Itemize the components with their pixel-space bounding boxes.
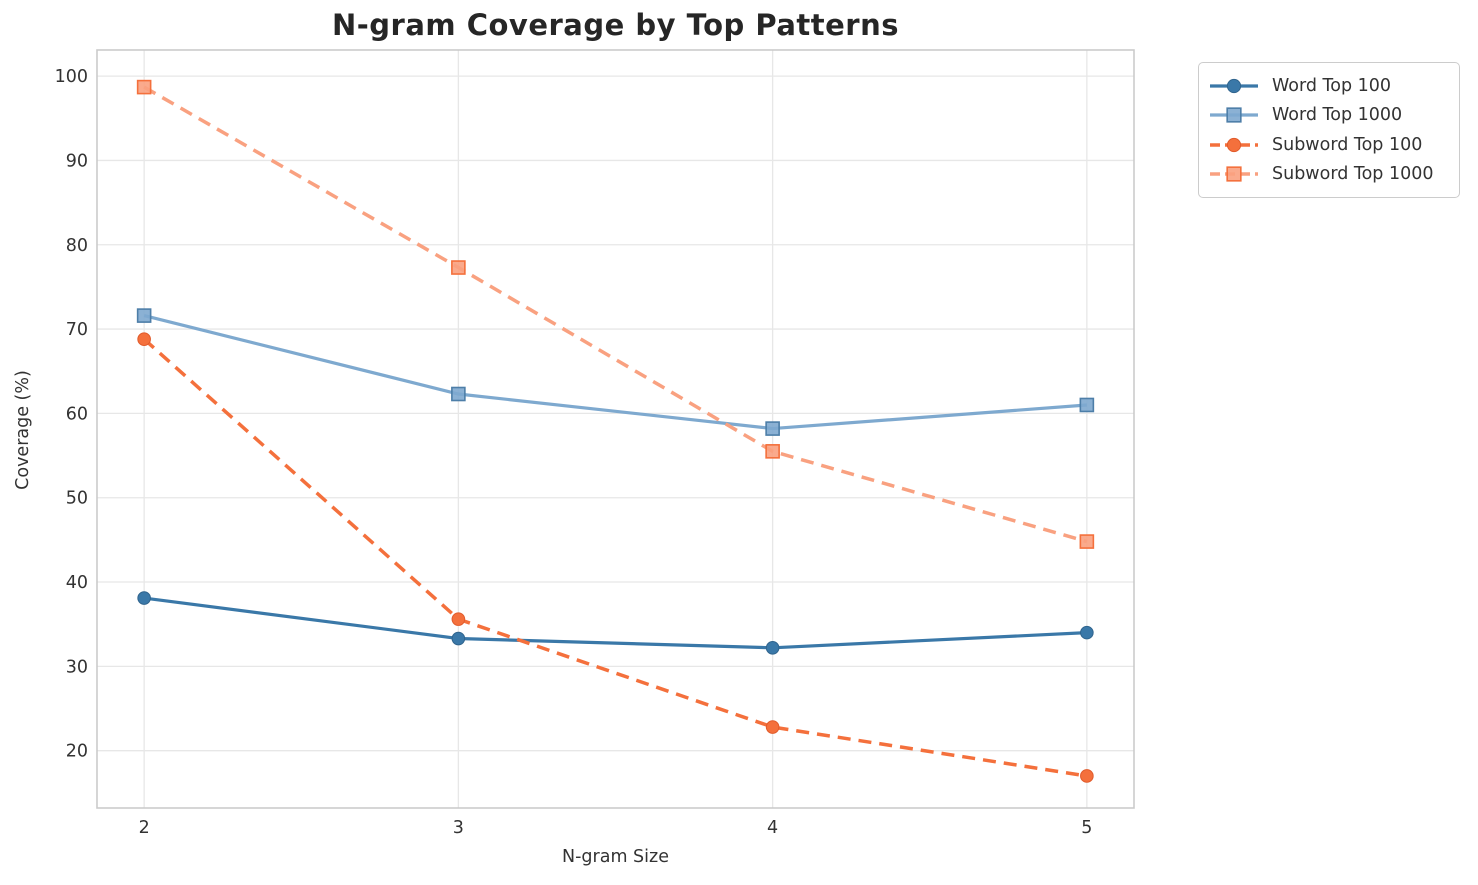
legend-item-word-top-1000: Word Top 1000 bbox=[1209, 101, 1447, 131]
legend-swatch-canvas bbox=[1210, 107, 1258, 123]
data-point-marker-circle bbox=[137, 332, 151, 347]
legend-line-marker-sample bbox=[1209, 105, 1259, 125]
data-point-marker-square bbox=[451, 260, 466, 275]
y-tick-label: 50 bbox=[66, 489, 88, 509]
legend-item-subword-top-100: Subword Top 100 bbox=[1209, 130, 1447, 160]
series-line bbox=[143, 596, 1087, 650]
legend-line-marker-sample bbox=[1209, 135, 1259, 155]
data-point-marker-circle bbox=[451, 631, 466, 646]
legend-swatch-canvas bbox=[1210, 78, 1258, 93]
data-point-marker-square bbox=[451, 386, 466, 402]
series-word-top-1000 bbox=[136, 308, 1095, 436]
data-point-marker-square bbox=[1226, 107, 1242, 123]
legend-swatch-canvas bbox=[1210, 137, 1258, 152]
legend: Word Top 100 Word Top 1000 Subword Top 1… bbox=[1198, 62, 1460, 198]
y-tick-label: 60 bbox=[66, 404, 88, 424]
data-point-marker-circle bbox=[1080, 769, 1094, 783]
x-tick-label: 2 bbox=[139, 818, 150, 838]
x-axis-label: N-gram Size bbox=[562, 847, 669, 867]
series-line bbox=[143, 85, 1088, 544]
y-tick-label: 20 bbox=[66, 742, 88, 762]
data-point-marker-square bbox=[765, 444, 780, 459]
series-line bbox=[142, 337, 1088, 778]
y-tick-label: 100 bbox=[55, 67, 88, 87]
y-tick-label: 30 bbox=[66, 657, 88, 677]
data-point-marker-square bbox=[765, 421, 780, 436]
series-subword-top-1000 bbox=[136, 79, 1095, 549]
chart-title: N-gram Coverage by Top Patterns bbox=[331, 8, 900, 42]
legend-line-marker-sample bbox=[1209, 76, 1259, 96]
y-axis-label: Coverage (%) bbox=[13, 370, 33, 490]
series-word-top-100 bbox=[137, 591, 1094, 655]
data-point-marker-square bbox=[1079, 397, 1095, 413]
legend-label: Word Top 1000 bbox=[1272, 105, 1403, 126]
legend-label: Subword Top 100 bbox=[1272, 134, 1423, 155]
y-tick-label: 90 bbox=[66, 151, 88, 171]
data-point-marker-square bbox=[1226, 166, 1242, 182]
data-point-marker-circle bbox=[451, 612, 466, 626]
legend-swatch-canvas bbox=[1210, 166, 1258, 182]
data-point-marker-circle bbox=[1226, 78, 1242, 93]
plot-border bbox=[96, 49, 1135, 809]
data-point-marker-circle bbox=[1080, 625, 1094, 640]
data-point-marker-square bbox=[136, 308, 152, 323]
y-tick-label: 70 bbox=[66, 320, 88, 340]
x-tick-label: 4 bbox=[767, 818, 778, 838]
plot-background bbox=[97, 50, 1134, 808]
series-line bbox=[143, 314, 1087, 431]
x-tick-label: 5 bbox=[1081, 818, 1092, 838]
x-tick-label: 3 bbox=[453, 818, 464, 838]
legend-item-word-top-100: Word Top 100 bbox=[1209, 71, 1447, 101]
data-point-marker-circle bbox=[1226, 137, 1242, 152]
legend-line-marker-sample bbox=[1209, 164, 1259, 184]
legend-item-subword-top-1000: Subword Top 1000 bbox=[1209, 160, 1447, 190]
data-point-marker-circle bbox=[137, 591, 151, 605]
data-point-marker-circle bbox=[765, 720, 780, 734]
legend-label: Subword Top 1000 bbox=[1272, 164, 1434, 185]
y-tick-label: 80 bbox=[66, 236, 88, 256]
data-point-marker-square bbox=[1079, 534, 1095, 549]
series-subword-top-100 bbox=[137, 332, 1094, 783]
data-point-marker-circle bbox=[765, 640, 780, 655]
data-point-marker-square bbox=[136, 79, 152, 95]
legend-label: Word Top 100 bbox=[1272, 75, 1392, 96]
y-tick-label: 40 bbox=[66, 573, 88, 593]
